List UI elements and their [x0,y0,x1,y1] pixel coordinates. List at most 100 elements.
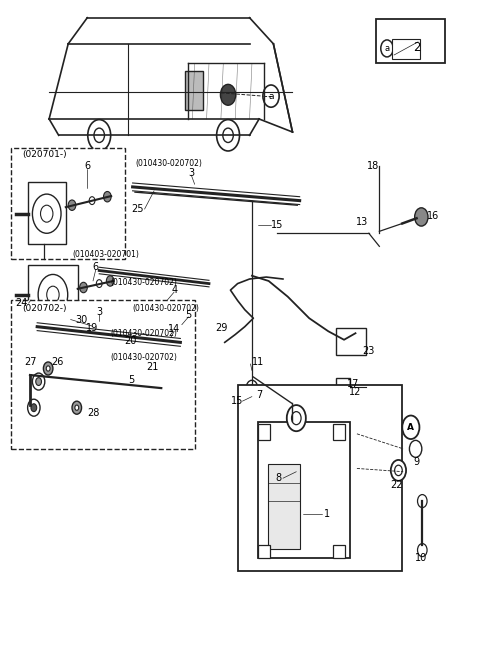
Text: 6: 6 [84,161,90,171]
Bar [376,19,445,64]
Circle shape [220,85,236,105]
Bar [336,379,350,397]
Circle shape [263,85,279,107]
Circle shape [89,197,95,205]
Circle shape [418,544,427,557]
Text: 14: 14 [168,324,180,335]
Text: (010430-020702): (010430-020702) [110,329,177,338]
Circle shape [121,322,128,331]
Text: 1: 1 [324,509,330,519]
Circle shape [150,338,156,347]
Circle shape [415,208,428,226]
Circle shape [33,373,45,390]
Circle shape [137,330,144,339]
Text: 22: 22 [390,480,403,490]
Circle shape [28,400,40,416]
Text: 29: 29 [216,323,228,333]
Circle shape [287,405,306,431]
Circle shape [291,411,301,424]
Text: 2: 2 [413,41,420,54]
Bar [185,72,203,110]
Text: 6: 6 [93,262,99,272]
Circle shape [402,415,420,439]
Circle shape [246,380,258,396]
Circle shape [381,40,393,57]
Bar [392,39,420,59]
Text: 8: 8 [275,473,281,483]
Circle shape [40,205,53,222]
Text: 18: 18 [367,161,379,171]
Circle shape [36,378,41,386]
Text: 28: 28 [87,408,99,418]
Circle shape [94,128,105,142]
Circle shape [250,385,254,392]
Text: 10: 10 [415,553,428,563]
Bar [268,464,300,549]
Circle shape [409,440,422,457]
Circle shape [107,276,114,286]
Text: 12: 12 [349,387,361,397]
Text: 4: 4 [171,285,177,295]
Text: 30: 30 [75,314,88,325]
Text: A: A [408,422,414,432]
Text: 26: 26 [51,357,64,367]
Bar [333,545,345,558]
Circle shape [88,119,111,151]
Text: (010430-020702): (010430-020702) [135,159,202,168]
Text: 21: 21 [146,362,158,372]
Text: 19: 19 [86,323,98,333]
Circle shape [395,465,402,476]
Circle shape [33,194,61,234]
Circle shape [38,274,68,315]
Text: 15: 15 [271,220,283,230]
Text: 20: 20 [124,336,136,346]
Text: 5: 5 [128,375,134,385]
Text: 13: 13 [356,217,368,227]
Circle shape [46,366,50,371]
Circle shape [145,354,154,365]
Circle shape [31,404,36,411]
Circle shape [68,200,76,211]
Bar [28,182,66,245]
Bar [238,385,402,571]
Text: 16: 16 [427,211,439,220]
Bar [258,422,350,558]
Text: 17: 17 [348,379,360,388]
Text: 3: 3 [96,306,102,317]
Text: 9: 9 [413,457,420,467]
Circle shape [341,386,351,399]
Text: 23: 23 [363,346,375,356]
Circle shape [75,405,79,410]
Circle shape [418,495,427,508]
FancyBboxPatch shape [11,148,125,259]
Bar [258,424,270,440]
Circle shape [43,362,53,375]
FancyBboxPatch shape [11,300,195,449]
Circle shape [391,460,406,481]
Circle shape [47,286,59,303]
Text: (020701-): (020701-) [22,150,67,159]
Bar [333,424,345,440]
Text: 15: 15 [230,396,243,406]
Text: 24: 24 [15,298,28,308]
Bar [336,328,366,356]
Text: (010430-020702): (010430-020702) [132,304,200,313]
Circle shape [104,192,111,202]
Text: 7: 7 [256,390,262,400]
Text: 5: 5 [185,310,192,320]
Circle shape [118,341,128,354]
Text: 11: 11 [252,357,264,367]
Circle shape [96,279,102,287]
Text: a: a [384,44,390,53]
Circle shape [223,128,233,142]
Text: (010430-020702): (010430-020702) [110,353,177,362]
Text: (020702-): (020702-) [22,304,67,313]
Text: a: a [268,92,274,100]
Circle shape [80,282,87,293]
Text: 3: 3 [188,168,194,178]
Text: (010430-020702): (010430-020702) [110,277,177,287]
Circle shape [216,119,240,151]
Bar [258,545,270,558]
Circle shape [72,401,82,414]
Bar [28,264,78,325]
